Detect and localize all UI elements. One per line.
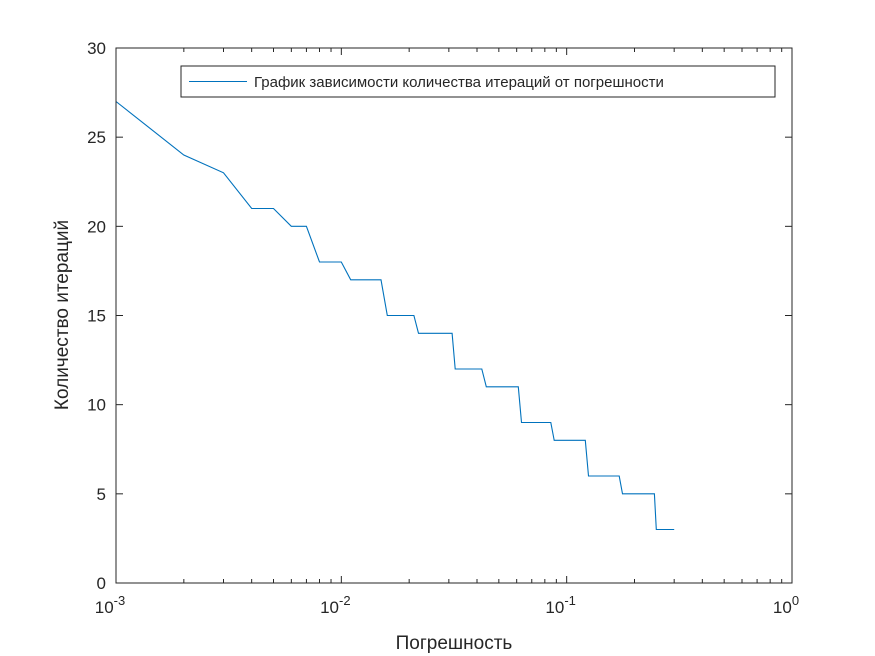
y-tick-label: 10 <box>87 396 106 415</box>
y-tick-label: 20 <box>87 217 106 236</box>
x-axis-label: Погрешность <box>396 633 513 654</box>
x-tick-label: 10-1 <box>545 593 575 617</box>
y-axis-label: Количество итераций <box>52 220 73 410</box>
y-tick-label: 25 <box>87 128 106 147</box>
y-tick-label: 0 <box>97 574 106 593</box>
series-line <box>115 101 675 531</box>
x-tick-label: 100 <box>773 593 799 617</box>
legend: График зависимости количества итераций о… <box>180 65 776 98</box>
y-tick-label: 30 <box>87 39 106 58</box>
legend-label: График зависимости количества итераций о… <box>254 74 664 91</box>
x-tick-label: 10-3 <box>95 593 125 617</box>
legend-box <box>180 65 776 98</box>
plot-area <box>116 48 792 583</box>
x-tick-label: 10-2 <box>320 593 350 617</box>
y-tick-label: 5 <box>97 485 106 504</box>
y-tick-label: 15 <box>87 307 106 326</box>
